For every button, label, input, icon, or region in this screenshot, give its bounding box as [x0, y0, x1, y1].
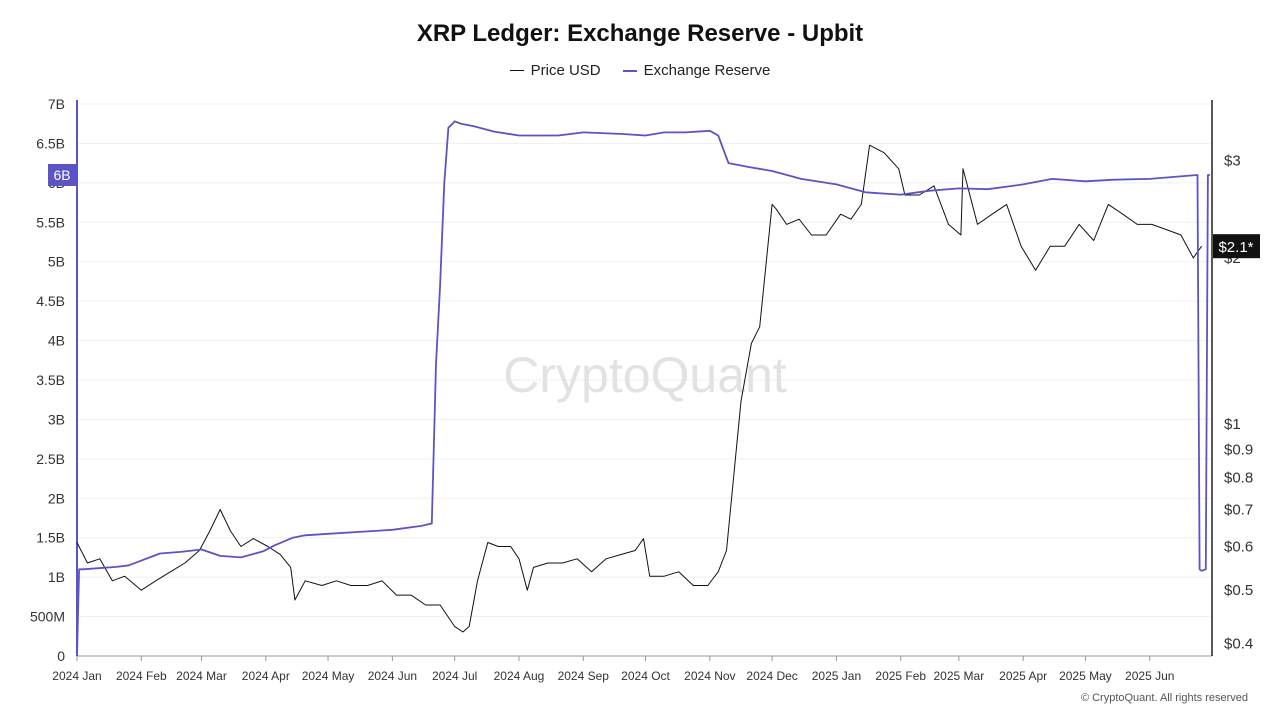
reserve-badge-label: 6B [53, 167, 70, 183]
x-tick-label: 2024 May [302, 669, 355, 683]
x-tick-label: 2025 Feb [875, 669, 926, 683]
legend-swatch-price [509, 70, 524, 71]
y-left-tick-label: 3.5B [36, 372, 65, 388]
y-right-tick-label: $0.8 [1224, 470, 1253, 487]
y-right-tick-label: $0.9 [1224, 441, 1253, 458]
legend: Price USD Exchange Reserve [0, 62, 1280, 79]
badge-layer: 6B $2.1* [48, 163, 1260, 259]
x-tick-label: 2024 Jul [432, 669, 477, 683]
y-left-tick-label: 4.5B [36, 293, 65, 309]
legend-item-price[interactable]: Price USD [509, 62, 601, 79]
copyright: © CryptoQuant. All rights reserved [1080, 692, 1248, 704]
y-left-tick-label: 5.5B [36, 214, 65, 230]
grid-layer [77, 103, 1212, 657]
x-tick-label: 2025 Mar [934, 669, 985, 683]
price-badge-bg [1213, 234, 1260, 259]
x-tick-label: 2024 Jan [52, 669, 101, 683]
reserve-badge-bg [48, 163, 77, 186]
legend-swatch-reserve [622, 69, 637, 72]
price-usd-line [76, 144, 1203, 633]
y-right-tick-label: $0.4 [1224, 636, 1253, 653]
x-tick-label: 2024 Mar [176, 669, 227, 683]
x-tick-label: 2025 Jan [812, 669, 861, 683]
x-tick-label: 2024 Dec [746, 669, 797, 683]
x-tick-label: 2025 Apr [999, 669, 1047, 683]
chart-title: XRP Ledger: Exchange Reserve - Upbit [416, 20, 864, 47]
y-right-tick-label: $0.5 [1224, 582, 1253, 599]
series-layer [76, 120, 1210, 657]
y-left-tick-label: 3B [48, 411, 65, 427]
y-left-tick-label: 500M [30, 609, 65, 625]
y-left-tick-label: 5B [48, 254, 65, 270]
x-tick-label: 2024 Aug [494, 669, 545, 683]
y-left-tick-label: 7B [48, 96, 65, 112]
watermark: CryptoQuant [503, 347, 787, 403]
y-right-tick-label: $0.7 [1224, 502, 1253, 519]
y-left-tick-label: 4B [48, 333, 65, 349]
legend-label-price: Price USD [530, 62, 601, 79]
y-left-tick-label: 2B [48, 490, 65, 506]
y-left-tick-label: 2.5B [36, 451, 65, 467]
x-tick-label: 2024 Nov [684, 669, 735, 683]
x-tick-label: 2024 Jun [368, 669, 417, 683]
x-tick-label: 2024 Sep [558, 669, 610, 683]
x-tick-label: 2024 Apr [242, 669, 290, 683]
y-left-tick-label: 1.5B [36, 530, 65, 546]
axes-layer: 0 500M 1B 1.5B 2B 2.5B 3B 3.5B 4B 4.5B 5B 5.5B 6B 6.5… [30, 96, 1253, 683]
x-tick-label: 2025 May [1059, 669, 1112, 683]
y-left-tick-label: 0 [57, 648, 65, 664]
exchange-reserve-line [76, 120, 1210, 657]
price-badge-label: $2.1* [1218, 239, 1253, 256]
y-right-tick-label: $3 [1224, 153, 1241, 170]
y-right-tick-label: $1 [1224, 416, 1241, 433]
y-left-tick-label: 1B [48, 569, 65, 585]
legend-item-reserve[interactable]: Exchange Reserve [622, 62, 771, 79]
legend-label-reserve: Exchange Reserve [643, 62, 771, 79]
x-tick-label: 2024 Oct [621, 669, 670, 683]
y-right-tick-label: $0.6 [1224, 539, 1253, 556]
y-left-tick-label: 6.5B [36, 135, 65, 151]
x-tick-label: 2024 Feb [116, 669, 167, 683]
x-tick-label: 2025 Jun [1125, 669, 1174, 683]
